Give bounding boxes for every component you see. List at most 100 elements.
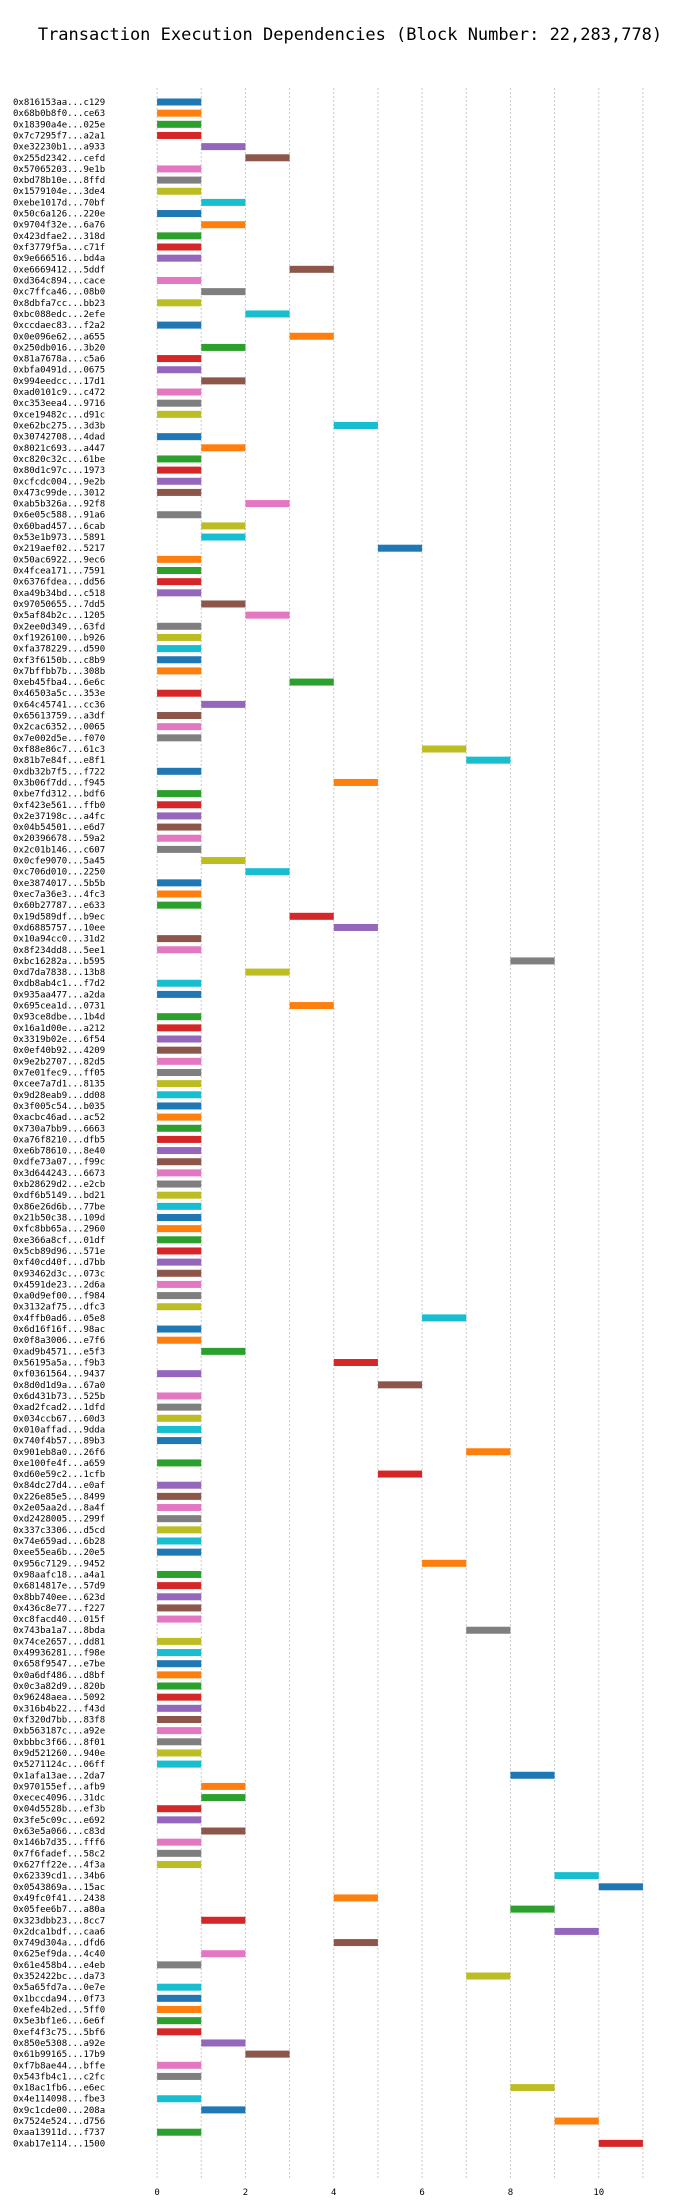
task-bar <box>201 700 246 708</box>
task-bar <box>157 1693 202 1701</box>
y-tick-label: 0x6376fdea...dd56 <box>13 578 105 588</box>
y-tick-label: 0xecec4096...31dc <box>13 1794 105 1804</box>
y-tick-label: 0x05fee6b7...a80a <box>13 1905 105 1915</box>
task-bar <box>333 1939 378 1947</box>
y-tick-label: 0xad0101c9...c472 <box>13 388 105 398</box>
task-bar <box>157 1325 202 1333</box>
task-bar <box>157 254 202 262</box>
task-bar <box>157 1370 202 1378</box>
task-bar <box>157 990 202 998</box>
task-bar <box>157 879 202 887</box>
y-tick-label: 0xa76f8210...dfb5 <box>13 1135 105 1145</box>
y-tick-label: 0x1bccda94...0f73 <box>13 1994 105 2004</box>
task-bar <box>510 957 555 965</box>
task-bar <box>201 1347 246 1355</box>
task-bar <box>333 1894 378 1902</box>
task-bar <box>245 2050 290 2058</box>
y-tick-label: 0xfc8bb65a...2960 <box>13 1225 105 1235</box>
task-bar <box>157 1570 202 1578</box>
task-bar <box>157 1024 202 1032</box>
y-tick-label: 0x6814817e...57d9 <box>13 1582 105 1592</box>
task-bar <box>554 2117 599 2125</box>
task-bar <box>157 1526 202 1534</box>
y-axis-labels: 0x816153aa...c1290x68b0b8f0...ce630x1839… <box>13 98 105 2149</box>
task-bar <box>157 656 202 664</box>
y-tick-label: 0x6e05c588...91a6 <box>13 511 105 521</box>
task-bar <box>157 1492 202 1500</box>
y-tick-label: 0x60bad457...6cab <box>13 522 105 532</box>
task-bar <box>157 1292 202 1300</box>
task-bar <box>157 712 202 720</box>
task-bar <box>157 1091 202 1099</box>
y-tick-label: 0x850e5308...a92e <box>13 2039 105 2049</box>
y-tick-label: 0xad9b4571...e5f3 <box>13 1347 105 1357</box>
task-bar <box>245 500 290 508</box>
task-bar <box>157 1860 202 1868</box>
y-tick-label: 0xbe7fd312...bdf6 <box>13 790 105 800</box>
task-bar <box>157 1682 202 1690</box>
task-bar <box>201 600 246 608</box>
task-bar <box>157 2061 202 2069</box>
task-bar <box>333 923 378 931</box>
y-tick-label: 0x81b7e84f...e8f1 <box>13 756 105 766</box>
y-tick-label: 0xaa13911d...f737 <box>13 2128 105 2138</box>
task-bar <box>201 288 246 296</box>
y-tick-label: 0xbc16282a...b595 <box>13 957 105 967</box>
y-tick-label: 0x18ac1fb6...e6ec <box>13 2084 105 2094</box>
y-tick-label: 0x50ac6922...9ec6 <box>13 555 105 565</box>
y-tick-label: 0xbfa0491d...0675 <box>13 366 105 376</box>
y-tick-label: 0x97050655...7dd5 <box>13 600 105 610</box>
task-bar <box>157 645 202 653</box>
task-bar <box>157 1615 202 1623</box>
y-tick-label: 0x50c6a126...220e <box>13 210 105 220</box>
task-bar <box>289 678 334 686</box>
task-bar <box>157 1403 202 1411</box>
y-tick-label: 0x2ee0d349...63fd <box>13 622 105 632</box>
task-bar <box>157 935 202 943</box>
y-tick-label: 0x3f005c54...b035 <box>13 1102 105 1112</box>
task-bar <box>157 455 202 463</box>
task-bar <box>157 243 202 251</box>
y-tick-label: 0x901eb8a0...26f6 <box>13 1448 105 1458</box>
y-tick-label: 0x219aef02...5217 <box>13 544 105 554</box>
y-tick-label: 0x0c3a82d9...820b <box>13 1682 105 1692</box>
task-bar <box>157 1225 202 1233</box>
y-tick-label: 0x80d1c97c...1973 <box>13 466 105 476</box>
y-tick-label: 0x337c3306...d5cd <box>13 1526 105 1536</box>
y-tick-label: 0x146b7d35...fff6 <box>13 1838 105 1848</box>
y-tick-label: 0xbc088edc...2efe <box>13 310 105 320</box>
y-tick-label: 0x3fe5c09c...e692 <box>13 1816 105 1826</box>
task-bar <box>157 834 202 842</box>
task-bar <box>157 1336 202 1344</box>
task-bar <box>201 343 246 351</box>
y-tick-label: 0xd2428005...299f <box>13 1515 105 1525</box>
y-tick-label: 0xf1926100...b926 <box>13 633 105 643</box>
y-tick-label: 0x86e26d6b...77be <box>13 1202 105 1212</box>
task-bar <box>157 1124 202 1132</box>
task-bar <box>157 901 202 909</box>
task-bar <box>157 321 202 329</box>
y-tick-label: 0xfa378229...d590 <box>13 645 105 655</box>
task-bar <box>157 1425 202 1433</box>
y-tick-label: 0xdb32b7f5...f722 <box>13 767 105 777</box>
task-bar <box>201 143 246 151</box>
y-tick-label: 0x2c01b146...c607 <box>13 845 105 855</box>
y-tick-label: 0xebe1017d...70bf <box>13 198 105 208</box>
task-bar <box>157 1437 202 1445</box>
x-tick-label: 10 <box>593 2188 604 2198</box>
task-bar <box>157 1258 202 1266</box>
y-tick-label: 0x8f234dd8...5ee1 <box>13 946 105 956</box>
task-bar <box>333 1359 378 1367</box>
y-tick-label: 0x9c1cde00...208a <box>13 2106 105 2116</box>
y-tick-label: 0x323dbb23...8cc7 <box>13 1916 105 1926</box>
y-tick-label: 0x473c99de...3012 <box>13 488 105 498</box>
task-bar <box>157 1481 202 1489</box>
y-tick-label: 0x658f9547...e7be <box>13 1660 105 1670</box>
y-tick-label: 0x8bb740ee...623d <box>13 1593 105 1603</box>
y-tick-label: 0xefe4b2ed...5ff0 <box>13 2006 105 2016</box>
y-tick-label: 0xd6885757...10ee <box>13 923 105 933</box>
y-tick-label: 0xacbc46ad...ac52 <box>13 1113 105 1123</box>
task-bar <box>157 1983 202 1991</box>
task-bar <box>157 1604 202 1612</box>
task-bar <box>554 1872 599 1880</box>
